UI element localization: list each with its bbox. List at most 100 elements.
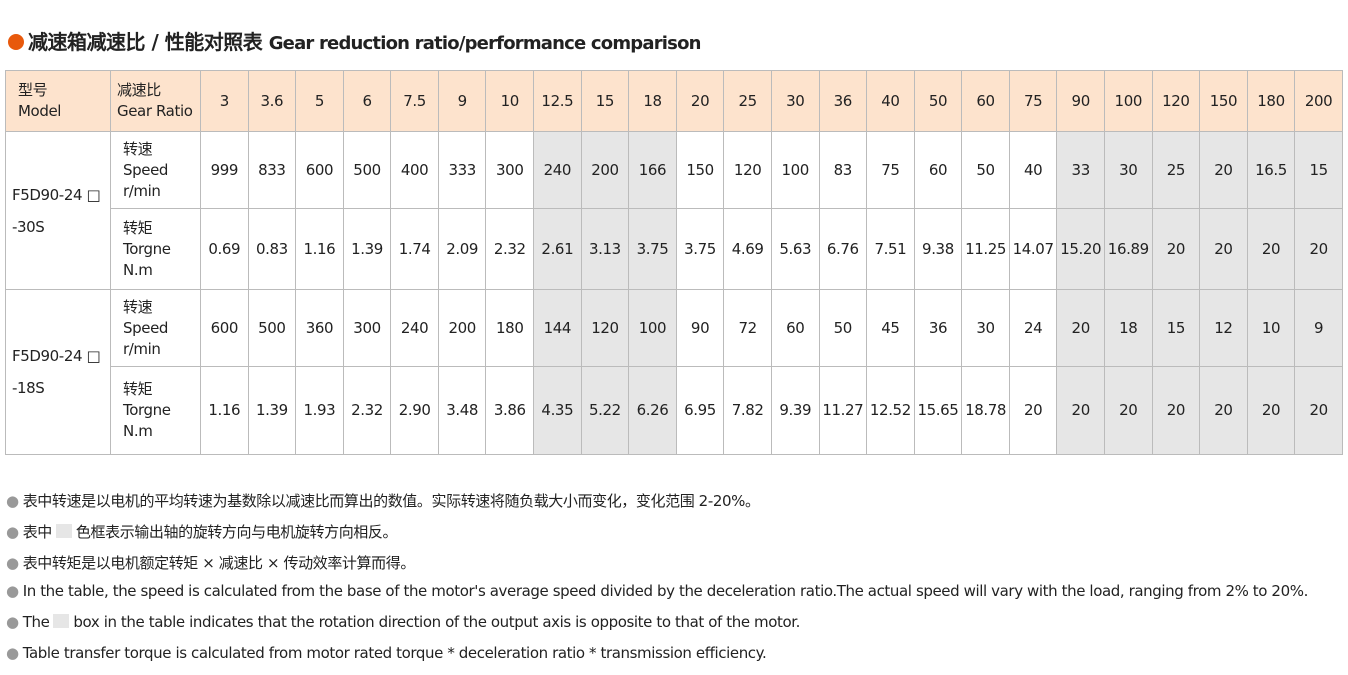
ratio: 3.6 xyxy=(247,70,297,132)
value: 20 xyxy=(1199,131,1248,209)
value: 12.52 xyxy=(866,366,915,455)
value: 120 xyxy=(723,131,772,209)
value: 200 xyxy=(580,131,630,209)
ratio: 120 xyxy=(1151,70,1201,132)
value: 5.63 xyxy=(770,208,820,290)
value: 20 xyxy=(1056,366,1105,455)
model-line: -18S xyxy=(12,379,45,397)
value: 11.27 xyxy=(818,366,868,455)
value: 20 xyxy=(1294,208,1343,290)
ratio: 9 xyxy=(437,70,487,132)
bullet: ● xyxy=(6,553,19,572)
ratio-head: 减速比 Gear Ratio xyxy=(110,70,201,132)
value: 7.82 xyxy=(723,366,772,455)
ratio: 15 xyxy=(580,70,630,132)
value: 45 xyxy=(866,289,915,367)
value: 18.78 xyxy=(961,366,1010,455)
label-line: r/min xyxy=(123,339,161,358)
value: 1.93 xyxy=(295,366,344,455)
ratio: 60 xyxy=(961,70,1010,132)
note-text: In the table, the speed is calculated fr… xyxy=(22,582,1309,601)
ratio: 30 xyxy=(770,70,820,132)
label-line: Speed xyxy=(123,160,169,179)
value: 166 xyxy=(628,131,677,209)
value: 1.39 xyxy=(342,208,392,290)
ratio: 5 xyxy=(295,70,344,132)
value: 2.61 xyxy=(533,208,582,290)
value: 9 xyxy=(1294,289,1343,367)
value: 20 xyxy=(1199,366,1248,455)
ratio: 10 xyxy=(485,70,535,132)
value: 30 xyxy=(961,289,1010,367)
label-line: 转速 xyxy=(123,297,153,316)
value: 25 xyxy=(1151,131,1201,209)
value: 9.39 xyxy=(770,366,820,455)
value: 3.48 xyxy=(437,366,487,455)
value: 20 xyxy=(1151,366,1201,455)
value: 60 xyxy=(770,289,820,367)
value: 3.86 xyxy=(485,366,535,455)
ratio: 150 xyxy=(1199,70,1248,132)
value: 20 xyxy=(1246,366,1296,455)
value: 180 xyxy=(485,289,535,367)
title: 减速箱减速比 / 性能对照表 Gear reduction ratio/perf… xyxy=(8,26,701,55)
data-row: F5D90-24 □ -30S 转速 Speed r/min 999 833 600 500 40… xyxy=(5,131,1343,290)
value: 360 xyxy=(295,289,344,367)
ratio: 100 xyxy=(1103,70,1153,132)
value: 2.32 xyxy=(342,366,392,455)
value: 150 xyxy=(675,131,725,209)
ratio-en: Gear Ratio xyxy=(117,102,193,120)
note: ● 表中 色框表示输出轴的旋转方向与电机旋转方向相反。 xyxy=(6,521,1308,552)
row-label: 转速 Speed r/min xyxy=(110,289,201,367)
model: F5D90-24 □ -18S xyxy=(5,289,111,455)
note-text: The xyxy=(22,613,50,632)
ratio: 40 xyxy=(866,70,915,132)
bullet: ● xyxy=(6,492,19,510)
value: 0.69 xyxy=(200,208,249,290)
notes: ● 表中转速是以电机的平均转速为基数除以减速比而算出的数值。实际转速将随负载大小而… xyxy=(6,490,1308,675)
value: 20 xyxy=(1199,208,1248,290)
ratio: 6 xyxy=(342,70,392,132)
label-line: 转速 xyxy=(123,139,153,158)
data-row: F5D90-24 □ -18S 转速 Speed r/min 600 500 360 300 24… xyxy=(5,289,1343,455)
value: 240 xyxy=(390,289,439,367)
note: ● Table transfer torque is calculated fro… xyxy=(6,644,1308,675)
value: 200 xyxy=(437,289,487,367)
value: 20 xyxy=(1008,366,1058,455)
value: 20 xyxy=(1246,208,1296,290)
note-text: 色框表示输出轴的旋转方向与电机旋转方向相反。 xyxy=(75,522,398,541)
header-row: 型号 Model 减速比 Gear Ratio 3 3.6 5 6 7.5 9 10 12.5 15… xyxy=(5,70,1343,132)
value: 100 xyxy=(770,131,820,209)
value: 1.16 xyxy=(295,208,344,290)
label-line: Torgne xyxy=(123,239,171,258)
ratio-cn: 减速比 xyxy=(117,81,161,99)
model-en: Model xyxy=(18,102,62,120)
ratio-table: 型号 Model 减速比 Gear Ratio 3 3.6 5 6 7.5 9 10 12.5 15… xyxy=(5,70,1343,455)
ratio: 20 xyxy=(675,70,725,132)
row-label: 转速 Speed r/min xyxy=(110,131,201,209)
model-head: 型号 Model xyxy=(5,70,111,132)
note-text: Table transfer torque is calculated from… xyxy=(22,643,767,662)
bullet: ● xyxy=(6,613,19,632)
value: 4.69 xyxy=(723,208,772,290)
ratio: 180 xyxy=(1246,70,1296,132)
value: 2.09 xyxy=(437,208,487,290)
value: 5.22 xyxy=(580,366,630,455)
note-text: 表中转矩是以电机额定转矩 × 减速比 × 传动效率计算而得。 xyxy=(22,553,416,572)
value: 240 xyxy=(533,131,582,209)
value: 1.39 xyxy=(247,366,297,455)
bullet: ● xyxy=(6,582,19,601)
gray-box xyxy=(55,523,72,538)
value: 3.75 xyxy=(675,208,725,290)
row-label: 转矩 Torgne N.m xyxy=(110,366,201,455)
value: 1.16 xyxy=(200,366,249,455)
value: 90 xyxy=(675,289,725,367)
ratio: 75 xyxy=(1008,70,1058,132)
model: F5D90-24 □ -30S xyxy=(5,131,111,290)
value: 999 xyxy=(200,131,249,209)
value: 24 xyxy=(1008,289,1058,367)
value: 1.74 xyxy=(390,208,439,290)
data-row: 转矩 Torgne N.m 1.16 1.39 1.93 2.32 2.90 3.48 3.86 4… xyxy=(6,366,1343,455)
value: 333 xyxy=(437,131,487,209)
